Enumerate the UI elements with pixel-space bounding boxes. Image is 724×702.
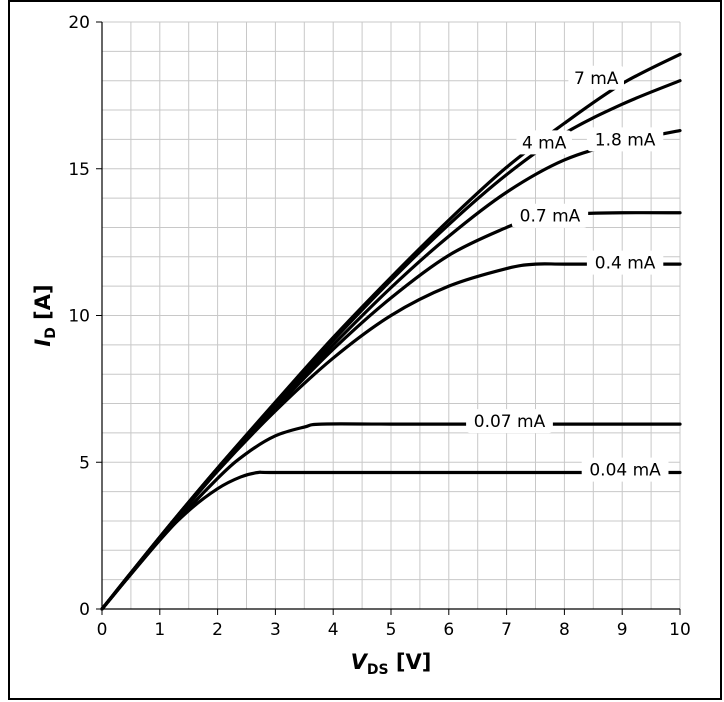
series-label: 4 mA [522,133,567,153]
curve-labels: 7 mA 4 mA 1.8 mA 0.7 mA 0.4 mA 0.07 mA 0.04 mA [466,65,669,482]
series-label-background [581,457,669,482]
y-tick-label: 20 [68,13,90,33]
series-label: 7 mA [574,69,619,89]
series-label-background [511,203,589,228]
x-tick-label: 7 [501,620,512,640]
series-label: 0.04 mA [589,461,661,481]
series-label-background [568,65,624,90]
series-label-background [586,250,664,275]
series-label: 0.7 mA [520,207,581,227]
x-tick-label: 0 [97,620,108,640]
x-tick-label: 3 [270,620,281,640]
y-axis-title: ID [A] [31,284,59,346]
series-label: 0.07 mA [474,412,546,432]
series-line [100,470,682,611]
x-tick-label: 6 [443,620,454,640]
series-label-background [516,130,572,155]
x-tick-label: 4 [328,620,339,640]
y-tick-label: 0 [79,600,90,620]
y-tick-label: 10 [68,307,90,327]
ticks: 0 1 2 3 4 5 6 7 8 9 10 0 5 10 15 20 [68,13,690,640]
x-tick-label: 5 [386,620,397,640]
x-tick-label: 8 [559,620,570,640]
series-label: 0.4 mA [595,254,656,274]
y-tick-label: 15 [68,160,90,180]
series-line [100,262,682,611]
series-label: 1.8 mA [595,130,656,150]
series-label-background [586,127,664,152]
x-tick-label: 2 [212,620,223,640]
figure-frame [8,0,722,700]
x-tick-label: 9 [617,620,628,640]
curves [100,52,682,611]
x-tick-label: 10 [669,620,691,640]
y-tick-label: 5 [79,453,90,473]
x-tick-label: 1 [154,620,165,640]
series-label-background [466,409,553,434]
axis-titles: VDS [V] ID [A] [31,284,431,678]
x-axis-title: VDS [V] [351,650,432,678]
